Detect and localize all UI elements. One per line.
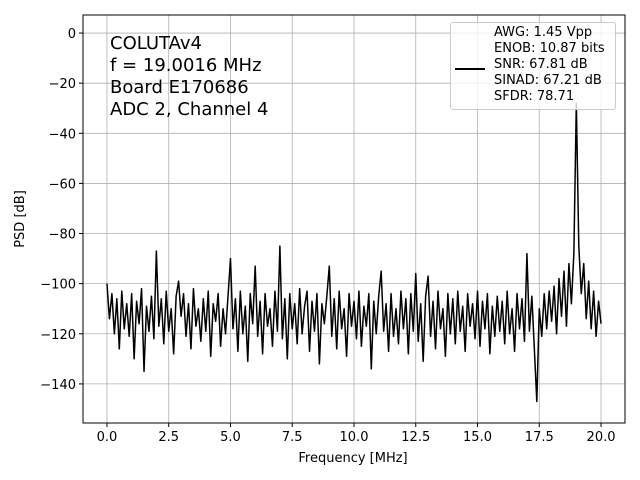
plot-frame [82, 14, 626, 424]
x-tick-label: 7.5 [282, 430, 303, 445]
legend: AWG: 1.45 Vpp ENOB: 10.87 bits SNR: 67.8… [450, 22, 616, 110]
x-tick-label: 17.5 [525, 430, 554, 445]
legend-label: AWG: 1.45 Vpp ENOB: 10.87 bits SNR: 67.8… [494, 25, 605, 104]
y-tick-label: −140 [40, 378, 76, 393]
annotation: COLUTAv4 f = 19.0016 MHz Board E170686 ADC … [110, 33, 268, 121]
x-tick-label: 2.5 [158, 430, 179, 445]
x-tick-label: 20.0 [587, 430, 616, 445]
x-axis-label: Frequency [MHz] [298, 451, 407, 466]
legend-swatch [455, 68, 485, 70]
y-tick-label: −60 [49, 177, 76, 192]
y-tick-label: −100 [40, 278, 76, 293]
annotation-line: ADC 2, Channel 4 [110, 99, 269, 120]
y-tick-label: −40 [49, 127, 76, 142]
annotation-line: COLUTAv4 [110, 33, 203, 54]
y-tick-label: −120 [40, 328, 76, 343]
y-tick-label: −80 [49, 228, 76, 243]
x-tick-label: 12.5 [401, 430, 430, 445]
annotation-line: Board E170686 [110, 77, 249, 98]
y-axis-label: PSD [dB] [13, 190, 28, 248]
x-tick-label: 15.0 [463, 430, 492, 445]
x-tick-label: 5.0 [220, 430, 241, 445]
x-tick-label: 10.0 [340, 430, 369, 445]
y-tick-label: −20 [49, 77, 76, 92]
x-tick-label: 0.0 [97, 430, 118, 445]
data-line [106, 102, 602, 403]
y-tick-label: 0 [68, 27, 76, 42]
annotation-line: f = 19.0016 MHz [110, 55, 262, 76]
